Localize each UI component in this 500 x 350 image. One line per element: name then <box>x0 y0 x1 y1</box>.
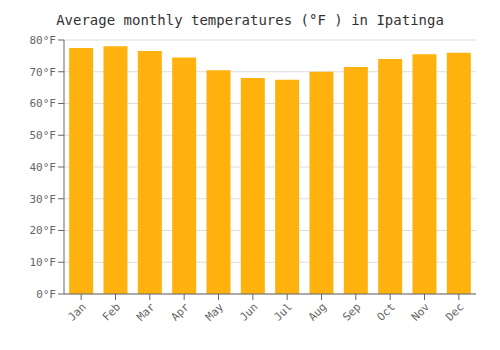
svg-text:Oct: Oct <box>375 300 398 323</box>
svg-text:Aug: Aug <box>306 300 329 323</box>
svg-text:May: May <box>203 300 227 324</box>
svg-text:Mar: Mar <box>134 300 158 324</box>
svg-text:Apr: Apr <box>169 300 193 324</box>
svg-text:70°F: 70°F <box>30 66 57 79</box>
svg-text:20°F: 20°F <box>30 224 57 237</box>
svg-text:30°F: 30°F <box>30 193 57 206</box>
svg-text:80°F: 80°F <box>30 34 57 47</box>
svg-text:Nov: Nov <box>409 300 433 324</box>
svg-text:Feb: Feb <box>100 300 123 323</box>
svg-text:60°F: 60°F <box>30 97 57 110</box>
svg-text:50°F: 50°F <box>30 129 57 142</box>
svg-text:Jun: Jun <box>237 300 260 323</box>
svg-text:40°F: 40°F <box>30 161 57 174</box>
svg-text:0°F: 0°F <box>36 288 56 301</box>
svg-text:Dec: Dec <box>443 300 466 323</box>
svg-text:Sep: Sep <box>340 300 363 323</box>
svg-text:Jul: Jul <box>272 300 295 323</box>
svg-text:Jan: Jan <box>66 300 89 323</box>
svg-text:10°F: 10°F <box>30 256 57 269</box>
html-text:Average monthly temperatures (: Average monthly temperatures (°F ) in Ip… <box>56 12 444 28</box>
